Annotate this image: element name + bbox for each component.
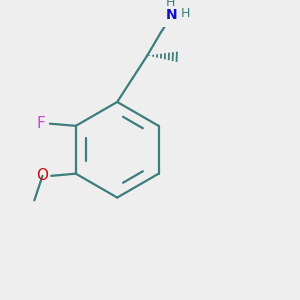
Text: O: O: [37, 168, 49, 183]
Text: H: H: [165, 0, 175, 9]
Text: N: N: [166, 8, 177, 22]
Text: H: H: [181, 7, 190, 20]
Text: F: F: [36, 116, 45, 131]
